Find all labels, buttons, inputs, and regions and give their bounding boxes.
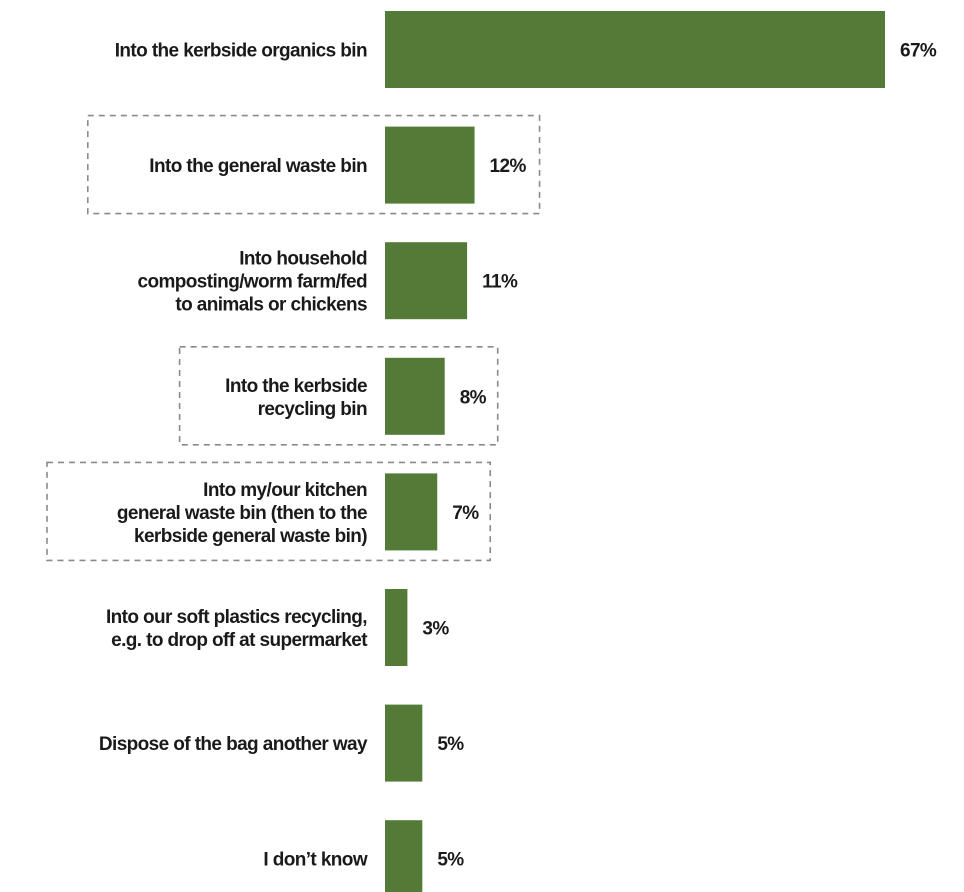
bar (385, 704, 423, 782)
value-label: 8% (460, 387, 487, 408)
category-label: Into my/our kitchen general waste bin (th… (117, 480, 367, 547)
category-label-line: I don’t know (263, 850, 367, 871)
category-label-line: Into the kerbside (225, 376, 367, 397)
bar (385, 473, 438, 551)
value-label: 5% (437, 850, 464, 871)
category-label-line: Into household (239, 249, 367, 270)
bar (385, 357, 445, 435)
value-label: 11% (482, 272, 518, 293)
category-label-line: Into our soft plastics recycling, (106, 607, 367, 628)
category-label-line: Dispose of the bag another way (99, 734, 368, 755)
bars (385, 11, 885, 892)
category-label-line: Into the general waste bin (149, 156, 367, 177)
category-label-line: Into the kerbside organics bin (115, 41, 367, 62)
value-label: 3% (422, 619, 449, 640)
category-label-line: recycling bin (258, 399, 367, 420)
category-labels: Into the kerbside organics bin Into the g… (99, 41, 369, 871)
category-label-line: to animals or chickens (175, 295, 367, 316)
value-label: 5% (437, 734, 464, 755)
bar (385, 589, 408, 666)
bar (385, 820, 423, 892)
highlight-boxes (46, 114, 541, 562)
highlight-box (87, 114, 541, 215)
category-label-line: composting/worm farm/fed (138, 272, 367, 293)
category-label: Dispose of the bag another way (99, 734, 368, 755)
bar (385, 126, 475, 204)
value-label: 12% (490, 156, 527, 177)
category-label: I don’t know (263, 850, 367, 871)
bar (385, 242, 468, 320)
bar (385, 11, 885, 88)
value-label: 7% (452, 503, 479, 524)
category-label-line: Into my/our kitchen (203, 480, 367, 501)
value-labels: 67% 12% 11% 8% 7% 3% 5% 5% (422, 41, 937, 871)
highlight-box (178, 345, 499, 446)
category-label: Into the kerbside recycling bin (225, 376, 367, 420)
category-label: Into the general waste bin (149, 156, 367, 177)
category-label: Into the kerbside organics bin (115, 41, 367, 62)
category-label-line: general waste bin (then to the (117, 503, 367, 524)
category-label-line: kerbside general waste bin) (134, 526, 367, 547)
category-label: Into household composting/worm farm/fed to… (138, 249, 367, 316)
category-label-line: e.g. to drop off at supermarket (111, 630, 368, 651)
category-label: Into our soft plastics recycling, e.g. to… (106, 607, 368, 651)
value-label: 67% (900, 41, 937, 62)
highlight-box (46, 461, 492, 562)
